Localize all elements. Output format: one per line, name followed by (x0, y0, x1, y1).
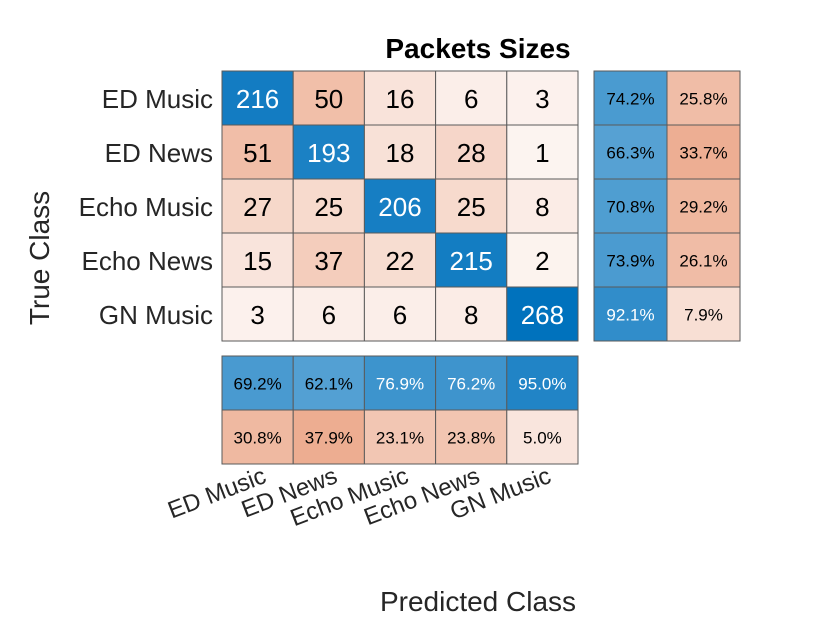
matrix-cell-value: 18 (386, 138, 415, 168)
col-summary-incorrect-value: 37.9% (305, 429, 353, 448)
col-summary-incorrect-cell (221, 409, 294, 465)
col-summary-incorrect-cell (363, 409, 437, 465)
row-summary-correct-value: 74.2% (606, 90, 654, 109)
matrix-cell (363, 70, 437, 126)
matrix-cell-value: 8 (535, 192, 549, 222)
matrix-cell-value: 37 (314, 246, 343, 276)
col-summary-incorrect-cell (506, 409, 579, 465)
row-label: GN Music (99, 300, 213, 330)
matrix-cell (221, 70, 294, 126)
x-axis-label: Predicted Class (380, 586, 576, 617)
col-summary-correct-value: 76.9% (376, 375, 424, 394)
col-summary-correct-value: 69.2% (233, 375, 281, 394)
row-summary-correct-cell (593, 286, 668, 342)
col-summary-correct-value: 95.0% (518, 375, 566, 394)
row-summary-incorrect-cell (666, 232, 741, 288)
row-summary-incorrect-value: 26.1% (679, 252, 727, 271)
matrix-cell (292, 178, 365, 234)
matrix-cell-value: 25 (457, 192, 486, 222)
matrix-cell-value: 51 (243, 138, 272, 168)
col-summary-correct-value: 76.2% (447, 375, 495, 394)
matrix-cell (506, 286, 579, 342)
matrix-cell-value: 8 (464, 300, 478, 330)
row-summary-incorrect-cell (666, 286, 741, 342)
matrix-cell (292, 232, 365, 288)
row-summary: 74.2% 25.8% 66.3% 33.7% 70.8% 29.2% 73.9% 26.1%… (593, 70, 741, 342)
matrix-cell-value: 2 (535, 246, 549, 276)
matrix-cell (221, 232, 294, 288)
row-label: Echo Music (79, 192, 213, 222)
col-summary-incorrect-value: 23.1% (376, 429, 424, 448)
row-label: Echo News (82, 246, 214, 276)
matrix-cell (292, 286, 365, 342)
matrix-cell-value: 193 (307, 138, 350, 168)
col-summary-correct-cell (506, 355, 579, 411)
matrix-cell-value: 215 (450, 246, 493, 276)
matrix-cell-value: 15 (243, 246, 272, 276)
matrix-cell (292, 70, 365, 126)
matrix-cell (221, 124, 294, 180)
matrix-cell-value: 16 (386, 84, 415, 114)
row-labels: ED Music ED News Echo Music Echo News GN Mus… (79, 84, 213, 330)
row-summary-incorrect-cell (666, 178, 741, 234)
row-summary-incorrect-cell (666, 70, 741, 126)
matrix-cell-value: 6 (322, 300, 336, 330)
matrix-cell-value: 28 (457, 138, 486, 168)
row-summary-correct-value: 73.9% (606, 252, 654, 271)
row-summary-incorrect-value: 33.7% (679, 144, 727, 163)
col-summary: 69.2% 62.1% 76.9% 76.2% 95.0% 30.8% 37.9% 23.1%… (221, 355, 579, 465)
matrix-cell-value: 22 (386, 246, 415, 276)
row-summary-correct-value: 66.3% (606, 144, 654, 163)
matrix-cell-value: 1 (535, 138, 549, 168)
col-summary-correct-cell (292, 355, 365, 411)
col-summary-incorrect-value: 5.0% (523, 429, 562, 448)
matrix-cell (506, 232, 579, 288)
matrix-cell-value: 25 (314, 192, 343, 222)
col-summary-correct-cell (435, 355, 508, 411)
row-label: ED News (105, 138, 213, 168)
row-summary-incorrect-value: 7.9% (684, 306, 723, 325)
matrix-cell-value: 3 (535, 84, 549, 114)
matrix-cells: 216 50 16 6 3 51 193 18 28 1 27 25 206 25 8 15 37 22 215 2 3… (221, 70, 579, 342)
matrix-cell-value: 50 (314, 84, 343, 114)
matrix-cell (363, 286, 437, 342)
col-summary-correct-cell (221, 355, 294, 411)
matrix-cell (435, 178, 508, 234)
matrix-cell-value: 206 (378, 192, 421, 222)
col-summary-incorrect-value: 23.8% (447, 429, 495, 448)
matrix-cell-value: 3 (250, 300, 264, 330)
row-summary-incorrect-value: 29.2% (679, 198, 727, 217)
matrix-cell-value: 268 (521, 300, 564, 330)
matrix-cell (435, 232, 508, 288)
matrix-cell-value: 216 (236, 84, 279, 114)
chart-title: Packets Sizes (385, 33, 570, 64)
row-summary-incorrect-value: 25.8% (679, 90, 727, 109)
matrix-cell-value: 6 (464, 84, 478, 114)
matrix-cell (221, 286, 294, 342)
matrix-cell (363, 232, 437, 288)
row-label: ED Music (102, 84, 213, 114)
matrix-cell (506, 124, 579, 180)
row-summary-incorrect-cell (666, 124, 741, 180)
matrix-cell-value: 27 (243, 192, 272, 222)
row-summary-correct-value: 70.8% (606, 198, 654, 217)
y-axis-label: True Class (24, 191, 55, 325)
col-summary-incorrect-cell (292, 409, 365, 465)
col-summary-correct-value: 62.1% (305, 375, 353, 394)
matrix-cell (363, 124, 437, 180)
col-summary-incorrect-value: 30.8% (233, 429, 281, 448)
row-summary-correct-cell (593, 124, 668, 180)
row-summary-correct-value: 92.1% (606, 306, 654, 325)
matrix-cell-value: 6 (393, 300, 407, 330)
